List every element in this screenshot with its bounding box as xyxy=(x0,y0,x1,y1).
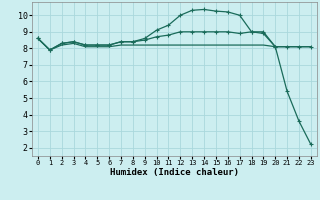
X-axis label: Humidex (Indice chaleur): Humidex (Indice chaleur) xyxy=(110,168,239,177)
